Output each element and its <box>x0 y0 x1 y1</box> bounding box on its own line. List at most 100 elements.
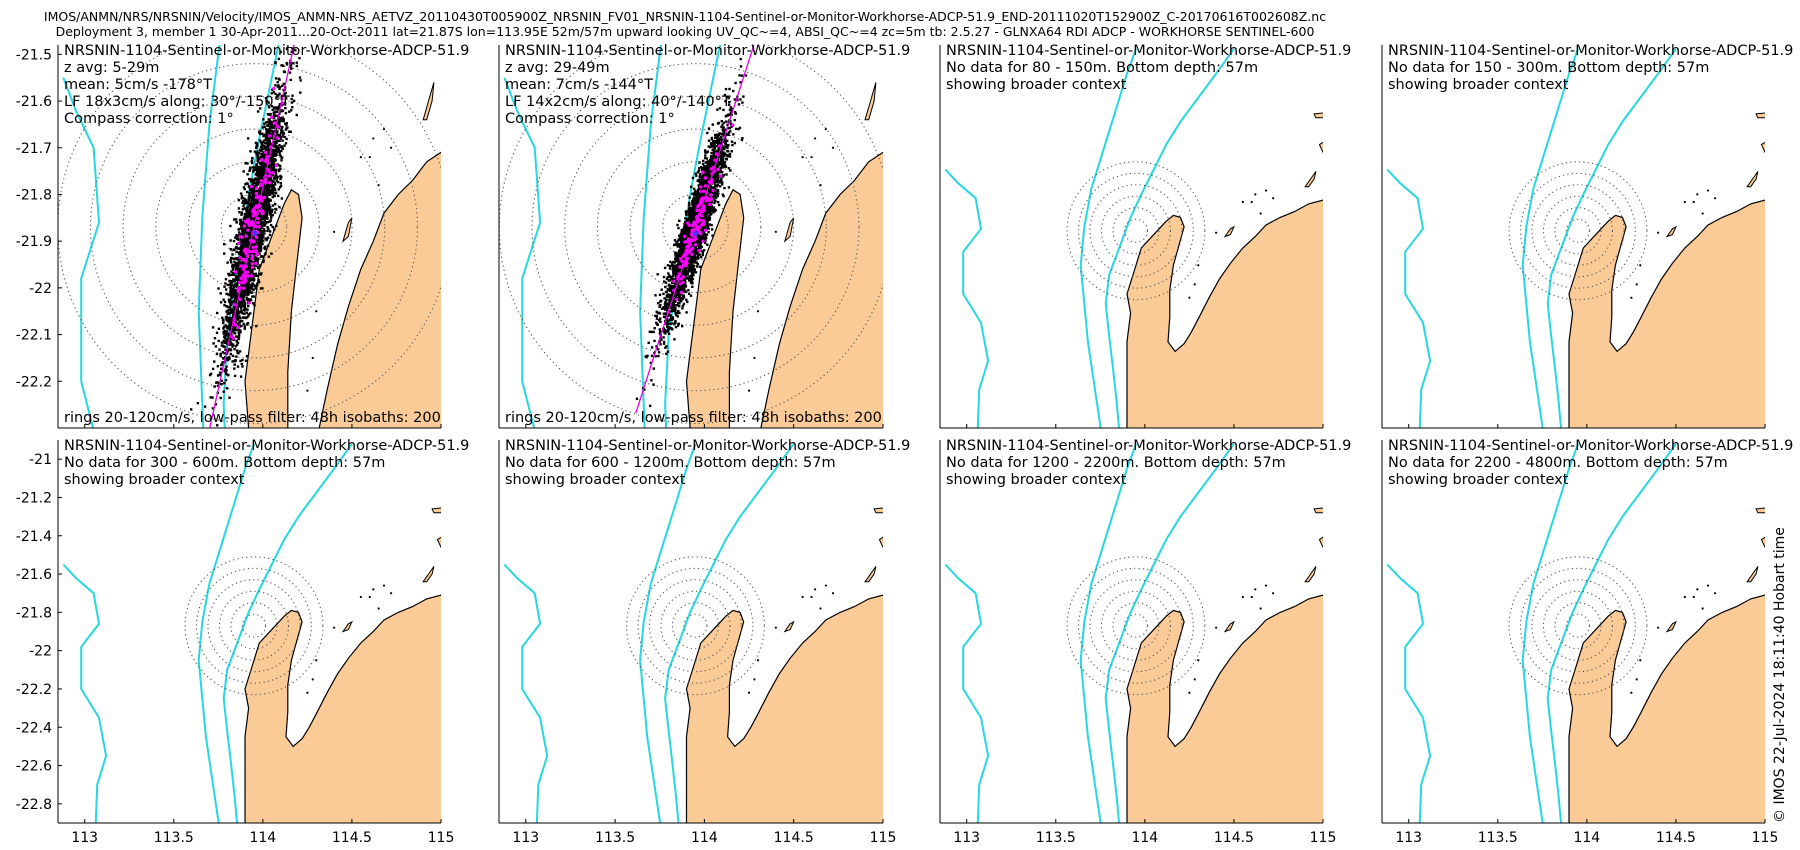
scatter-point <box>258 215 262 219</box>
scatter-point <box>236 261 239 265</box>
scatter-point <box>692 264 696 268</box>
scatter-point <box>243 202 246 206</box>
scatter-point <box>665 352 668 355</box>
scatter-point <box>221 316 224 319</box>
scatter-point <box>255 260 258 263</box>
scatter-point <box>271 187 274 190</box>
scatter-point <box>727 96 730 100</box>
lowpass-point <box>268 181 272 185</box>
scatter-point <box>272 180 275 183</box>
scatter-point <box>236 322 239 326</box>
scatter-point <box>249 252 252 255</box>
scatter-point <box>705 216 709 219</box>
scatter-point <box>705 227 708 230</box>
scatter-point <box>278 87 281 90</box>
scatter-point <box>253 304 256 307</box>
scatter-point <box>259 107 262 110</box>
scatter-point <box>701 252 704 255</box>
scatter-point <box>205 432 207 434</box>
scatter-point <box>261 221 264 224</box>
lowpass-point <box>238 297 242 302</box>
scatter-point <box>720 157 723 160</box>
scatter-point <box>280 197 284 200</box>
scatter-point <box>282 117 285 121</box>
scatter-point <box>216 384 220 387</box>
scatter-point <box>234 335 238 338</box>
scatter-point <box>730 150 733 153</box>
scatter-point <box>228 396 231 399</box>
speed-ring <box>89 63 419 392</box>
scatter-point <box>238 277 241 280</box>
scatter-point <box>218 373 222 377</box>
scatter-point <box>230 308 234 311</box>
scatter-point <box>253 150 257 153</box>
panel-info-line: Compass correction: 1° <box>64 111 234 127</box>
scatter-point <box>244 257 247 260</box>
scatter-point <box>216 424 219 427</box>
scatter-point <box>251 264 255 267</box>
scatter-point <box>669 316 673 320</box>
scatter-point <box>662 275 666 279</box>
scatter-point <box>243 327 246 330</box>
scatter-point <box>262 228 266 231</box>
scatter-point <box>242 240 245 243</box>
lowpass-point <box>244 251 248 255</box>
scatter-point <box>245 240 249 243</box>
scatter-point <box>727 186 731 189</box>
speed-ring <box>155 128 353 326</box>
scatter-point <box>220 367 223 371</box>
island <box>342 217 353 243</box>
scatter-point <box>241 302 244 305</box>
lowpass-scatter <box>230 86 284 340</box>
scatter-point <box>230 301 233 304</box>
scatter-point <box>248 288 251 291</box>
scatter-point <box>665 317 669 320</box>
lowpass-point <box>243 247 248 251</box>
scatter-point <box>241 271 245 274</box>
scatter-point <box>225 310 228 313</box>
lowpass-point <box>272 86 276 91</box>
scatter-point <box>265 147 268 151</box>
scatter-point <box>284 128 288 131</box>
scatter-point <box>689 267 692 270</box>
scatter-point <box>235 267 238 270</box>
scatter-point <box>277 188 280 191</box>
scatter-point <box>231 273 234 276</box>
scatter-point <box>237 199 241 202</box>
lowpass-point <box>234 270 238 274</box>
scatter-point <box>708 165 711 168</box>
reef-dot <box>774 230 777 233</box>
scatter-point <box>241 290 244 293</box>
scatter-point <box>233 327 236 330</box>
scatter-point <box>666 324 669 328</box>
scatter-point <box>706 213 709 216</box>
scatter-point <box>268 179 271 182</box>
lowpass-point <box>259 179 263 183</box>
scatter-point <box>228 274 231 277</box>
lowpass-point <box>272 121 277 125</box>
scatter-point <box>298 76 302 79</box>
scatter-point <box>240 197 243 200</box>
major-axis-line <box>209 45 295 428</box>
scatter-point <box>299 91 302 94</box>
scatter-point <box>237 234 240 237</box>
scatter-point <box>273 107 277 110</box>
scatter-point <box>232 343 235 346</box>
scatter-point <box>213 385 216 388</box>
scatter-point <box>274 134 278 138</box>
scatter-point <box>270 105 274 108</box>
scatter-point <box>273 187 276 190</box>
scatter-point <box>224 379 228 382</box>
scatter-point <box>271 160 274 163</box>
scatter-point <box>236 265 239 268</box>
scatter-point <box>245 284 248 287</box>
scatter-point <box>236 318 240 321</box>
scatter-point <box>276 175 280 179</box>
scatter-point <box>247 212 250 216</box>
scatter-point <box>270 175 273 178</box>
scatter-point <box>292 99 296 102</box>
lowpass-point <box>245 218 250 222</box>
scatter-point <box>237 251 240 254</box>
scatter-point <box>255 199 258 202</box>
scatter-point <box>654 314 657 317</box>
